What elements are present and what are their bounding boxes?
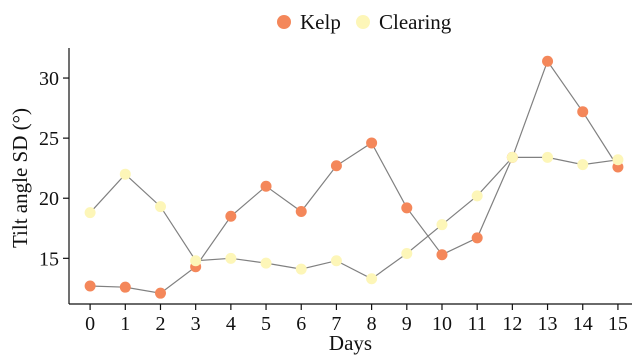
data-point-clearing [260, 257, 272, 269]
x-tick-label: 6 [296, 313, 306, 335]
y-tick-label: 20 [39, 188, 59, 210]
x-tick-label: 9 [402, 313, 412, 335]
x-tick-label: 8 [367, 313, 377, 335]
x-tick-label: 14 [573, 313, 593, 335]
data-point-clearing [295, 263, 307, 275]
data-point-clearing [471, 190, 483, 202]
y-axis-label: Tilt angle SD (°) [8, 108, 32, 248]
x-tick-label: 10 [432, 313, 452, 335]
data-point-clearing [401, 248, 413, 260]
data-point-kelp [401, 202, 413, 214]
x-tick-label: 11 [468, 313, 487, 335]
legend-marker-clearing [356, 15, 370, 29]
data-point-kelp [577, 106, 589, 118]
series-points [84, 55, 624, 299]
x-tick-label: 15 [608, 313, 628, 335]
data-point-clearing [190, 255, 202, 267]
x-tick-label: 13 [538, 313, 558, 335]
data-point-clearing [542, 151, 554, 163]
x-tick-label: 12 [502, 313, 522, 335]
data-point-clearing [612, 154, 624, 166]
x-tick-label: 2 [155, 313, 165, 335]
data-point-clearing [506, 151, 518, 163]
x-tick-label: 1 [120, 313, 130, 335]
data-point-kelp [330, 160, 342, 172]
y-tick-label: 30 [39, 68, 59, 90]
series-line-kelp [90, 59, 619, 294]
series-lines [89, 59, 619, 294]
data-point-clearing [366, 273, 378, 285]
data-point-kelp [119, 281, 131, 293]
data-point-kelp [295, 205, 307, 217]
y-tick-label: 25 [39, 128, 59, 150]
x-axis-label: Days [329, 331, 372, 355]
legend-label-clearing: Clearing [379, 10, 452, 34]
data-point-kelp [260, 180, 272, 192]
data-point-kelp [542, 55, 554, 67]
x-tick-label: 4 [226, 313, 236, 335]
series-line-clearing [89, 156, 618, 280]
data-point-clearing [225, 252, 237, 264]
x-tick-label: 7 [331, 313, 341, 335]
data-point-clearing [330, 255, 342, 267]
x-tick-label: 0 [85, 313, 95, 335]
data-point-clearing [84, 207, 96, 219]
x-tick-label: 3 [191, 313, 201, 335]
data-point-clearing [154, 201, 166, 213]
data-point-clearing [119, 168, 131, 180]
data-point-kelp [436, 249, 448, 261]
data-point-clearing [436, 219, 448, 231]
data-point-kelp [366, 137, 378, 149]
legend-marker-kelp [277, 15, 291, 29]
data-point-kelp [84, 280, 96, 292]
y-tick-label: 15 [39, 248, 59, 270]
legend-label-kelp: Kelp [300, 10, 341, 34]
x-tick-label: 5 [261, 313, 271, 335]
data-point-kelp [471, 232, 483, 244]
data-point-clearing [577, 159, 589, 171]
data-point-kelp [225, 210, 237, 222]
legend: Kelp Clearing [277, 10, 452, 34]
data-point-kelp [154, 287, 166, 299]
